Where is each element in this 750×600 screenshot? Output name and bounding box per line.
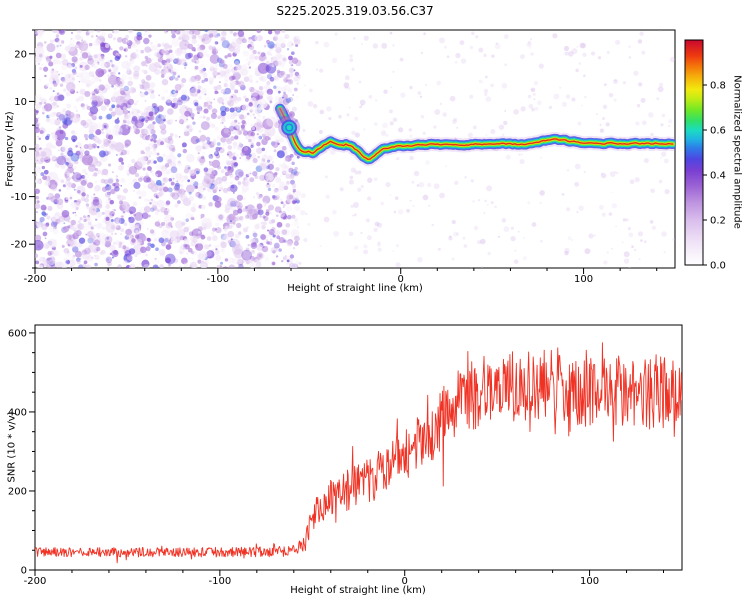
snr-yaxis-label: SNR (10 * v/v) [6,411,18,483]
spectrogram-xaxis-label: Height of straight line (km) [287,283,423,294]
figure-title: S225.2025.319.03.56.C37 [276,4,434,18]
colorbar-label: Normalized spectral amplitude [731,75,743,229]
snr-xaxis-label: Height of straight line (km) [290,585,426,596]
spectrogram-yaxis-label: Frequency (Hz) [4,111,16,187]
spectrogram-canvas [0,0,750,300]
snr-canvas [0,300,750,600]
